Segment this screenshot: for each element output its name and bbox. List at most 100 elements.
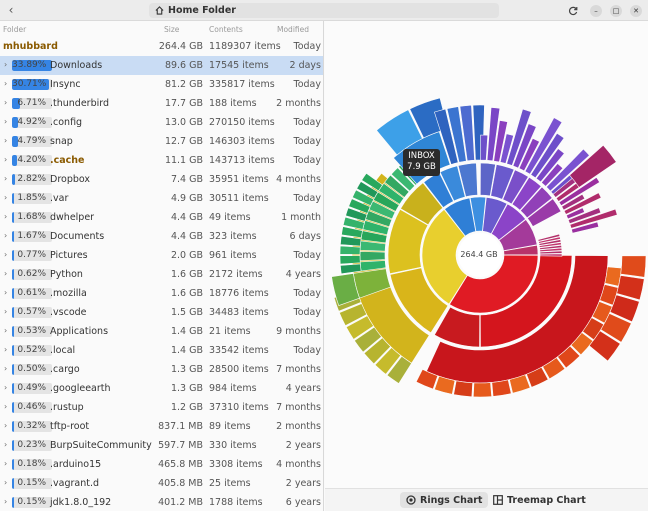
list-item[interactable]: › 0.57% .vscode 1.5 GB 34483 items Today [0, 303, 323, 322]
ring-segment[interactable] [600, 313, 632, 343]
list-item[interactable]: › 0.62% Python 1.6 GB 2172 items 4 years [0, 265, 323, 284]
expand-icon[interactable]: › [4, 79, 8, 88]
ring-segment[interactable] [490, 164, 515, 200]
ring-segment[interactable] [558, 176, 601, 207]
ring-segment[interactable] [374, 347, 402, 375]
ring-segment[interactable] [561, 193, 586, 211]
ring-segment[interactable] [480, 162, 496, 197]
ring-segment[interactable] [526, 366, 549, 388]
expand-icon[interactable]: › [4, 250, 8, 259]
ring-segment[interactable] [459, 104, 475, 162]
ring-segment[interactable] [527, 198, 562, 227]
ring-segment[interactable] [545, 148, 590, 192]
ring-segment[interactable] [519, 186, 553, 219]
chart-area[interactable] [325, 21, 648, 511]
path-bar[interactable]: Home Folder [149, 3, 499, 18]
ring-segment[interactable] [616, 275, 645, 301]
ring-segment[interactable] [491, 379, 512, 397]
ring-segment[interactable] [345, 207, 368, 222]
ring-segment[interactable] [423, 172, 454, 208]
list-item[interactable]: › 0.53% Applications 1.4 GB 21 items 9 months [0, 322, 323, 341]
list-item[interactable]: › 0.49% .googleearth 1.3 GB 984 items 4 years [0, 379, 323, 398]
list-item[interactable]: › 0.23% BurpSuiteCommunity 597.7 MB 330 item… [0, 436, 323, 455]
ring-segment[interactable] [541, 163, 564, 187]
list-item[interactable]: › 0.46% .rustup 1.2 GB 37310 items 7 months [0, 398, 323, 417]
ring-segment[interactable] [348, 198, 371, 214]
column-folder[interactable]: Folder [3, 25, 27, 34]
ring-segment[interactable] [338, 303, 368, 327]
ring-segment[interactable] [352, 189, 375, 207]
list-item[interactable]: › 0.52% .local 1.4 GB 33542 items Today [0, 341, 323, 360]
back-button[interactable]: ‹ [4, 3, 18, 17]
column-size[interactable]: Size [164, 25, 180, 34]
ring-segment[interactable] [359, 251, 386, 261]
root-row[interactable]: mhubbard 264.4 GB 1189307 items Today [0, 37, 323, 56]
ring-segment[interactable] [400, 182, 444, 226]
ring-segment[interactable] [341, 226, 363, 239]
ring-segment[interactable] [569, 208, 618, 229]
list-item[interactable]: › 0.61% .mozilla 1.6 GB 18776 items Today [0, 284, 323, 303]
ring-segment[interactable] [331, 273, 360, 306]
ring-segment[interactable] [493, 120, 508, 163]
close-button[interactable]: ✕ [630, 4, 642, 17]
ring-segment[interactable] [340, 235, 362, 247]
ring-segment[interactable] [537, 233, 561, 242]
list-item[interactable]: › 0.15% jdk1.8.0_192 401.2 MB 1788 items 6 ye… [0, 493, 323, 511]
ring-segment[interactable] [539, 247, 563, 252]
ring-segment[interactable] [538, 242, 562, 248]
expand-icon[interactable]: › [4, 364, 8, 373]
ring-segment[interactable] [530, 132, 565, 179]
expand-icon[interactable]: › [4, 288, 8, 297]
ring-segment[interactable] [518, 137, 540, 172]
ring-segment[interactable] [439, 165, 466, 202]
refresh-button[interactable] [566, 4, 580, 18]
ring-segment[interactable] [620, 255, 647, 278]
rings-chart[interactable] [325, 21, 648, 488]
expand-icon[interactable]: › [4, 459, 8, 468]
ring-segment[interactable] [539, 253, 563, 257]
list-item[interactable]: › 4.92% .config 13.0 GB 270150 items Today [0, 113, 323, 132]
expand-icon[interactable]: › [4, 402, 8, 411]
ring-segment[interactable] [340, 263, 362, 275]
rings-chart-button[interactable]: Rings Chart [400, 492, 489, 508]
list-item[interactable]: › 1.67% Documents 4.4 GB 323 items 6 days [0, 227, 323, 246]
expand-icon[interactable]: › [4, 421, 8, 430]
ring-segment[interactable] [588, 330, 621, 362]
ring-segment[interactable] [499, 133, 514, 164]
ring-segment[interactable] [472, 382, 492, 398]
ring-segment[interactable] [415, 368, 439, 390]
list-item[interactable]: › 30.71% Insync 81.2 GB 335817 items Today [0, 75, 323, 94]
maximize-button[interactable]: □ [610, 4, 622, 17]
ring-segment[interactable] [361, 172, 383, 192]
ring-segment[interactable] [434, 108, 459, 165]
ring-segment[interactable] [509, 374, 531, 394]
ring-segment[interactable] [511, 176, 542, 211]
ring-segment[interactable] [457, 162, 478, 198]
ring-segment[interactable] [557, 345, 581, 369]
expand-icon[interactable]: › [4, 136, 8, 145]
ring-segment[interactable] [503, 244, 539, 256]
expand-icon[interactable]: › [4, 478, 8, 487]
ring-segment[interactable] [506, 108, 532, 166]
ring-segment[interactable] [535, 148, 565, 183]
expand-icon[interactable]: › [4, 98, 8, 107]
ring-segment[interactable] [563, 192, 602, 215]
ring-segment[interactable] [390, 167, 416, 192]
ring-segment[interactable] [354, 326, 382, 353]
ring-segment[interactable] [480, 255, 573, 348]
ring-segment[interactable] [567, 207, 602, 224]
list-item[interactable]: › 4.79% snap 12.7 GB 146303 items Today [0, 132, 323, 151]
ring-segment[interactable] [538, 239, 562, 246]
expand-icon[interactable]: › [4, 117, 8, 126]
list-item[interactable]: › 0.50% .cargo 1.3 GB 28500 items 7 months [0, 360, 323, 379]
ring-segment[interactable] [389, 267, 449, 334]
column-modified[interactable]: Modified [277, 25, 310, 34]
expand-icon[interactable]: › [4, 212, 8, 221]
ring-segment[interactable] [609, 294, 640, 323]
ring-segment[interactable] [342, 216, 365, 230]
ring-segment[interactable] [384, 174, 410, 198]
list-item[interactable]: › 4.20% .cache 11.1 GB 143713 items Today [0, 151, 323, 170]
expand-icon[interactable]: › [4, 269, 8, 278]
ring-segment[interactable] [486, 107, 501, 162]
ring-segment[interactable] [421, 209, 468, 305]
